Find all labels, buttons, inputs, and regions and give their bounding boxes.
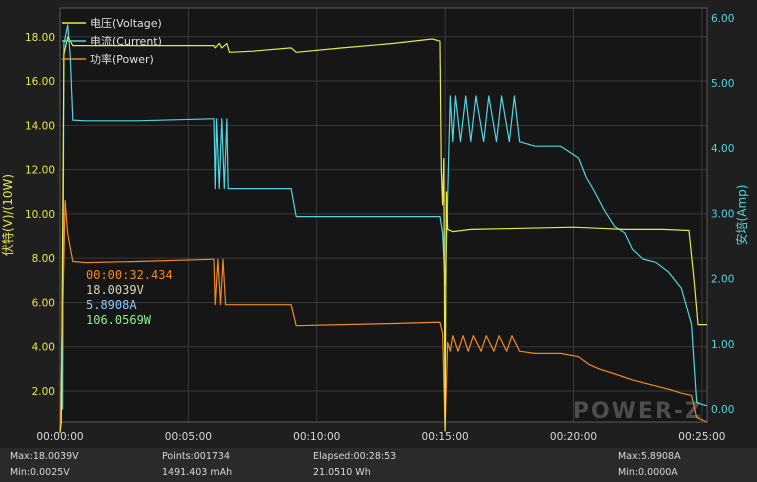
x-tick-label: 00:20:00 (550, 431, 597, 443)
capacity: 1491.403 mAh (162, 467, 233, 478)
series-line-power (59, 200, 708, 434)
right-tick-label: 0.00 (711, 404, 734, 416)
right-tick-label: 4.00 (711, 143, 734, 155)
legend-label: 电压(Voltage) (90, 17, 162, 30)
series-line-current (60, 24, 708, 410)
elapsed-time: Elapsed:00:28:53 (313, 451, 397, 462)
readout-time: 00:00:32.434 (86, 268, 173, 282)
readout-voltage: 18.0039V (86, 283, 144, 297)
left-tick-label: 4.00 (32, 342, 55, 354)
max-voltage: Max:18.0039V (10, 451, 79, 462)
stats-footer: Max:18.0039V Min:0.0025V Points:001734 1… (0, 448, 757, 482)
min-voltage: Min:0.0025V (10, 467, 70, 478)
x-tick-label: 00:10:00 (293, 431, 340, 443)
right-tick-label: 5.00 (711, 78, 734, 90)
energy: 21.0510 Wh (313, 467, 371, 478)
left-tick-label: 2.00 (32, 386, 55, 398)
left-tick-label: 12.00 (25, 165, 55, 177)
right-tick-label: 1.00 (711, 339, 734, 351)
legend-label: 电流(Current) (90, 34, 162, 48)
max-current: Max:5.8908A (618, 451, 681, 462)
plot-border (59, 7, 708, 423)
chart-canvas: 00:00:00 00:05:00 00:10:00 00:15:00 00:20:00… (0, 7, 749, 443)
right-tick-label: 6.00 (711, 13, 734, 25)
series-line-voltage (59, 36, 707, 434)
min-current: Min:0.0000A (618, 467, 678, 478)
left-tick-label: 8.00 (32, 253, 55, 265)
right-tick-label: 3.00 (711, 208, 734, 220)
right-tick-label: 2.00 (711, 274, 734, 286)
left-tick-label: 10.00 (25, 209, 55, 221)
right-axis-title: 安培(Amp) (734, 185, 749, 246)
left-tick-label: 18.00 (25, 32, 55, 44)
x-tick-label: 00:15:00 (422, 431, 469, 443)
plot-area (60, 8, 707, 422)
readout-power: 106.0569W (86, 313, 152, 327)
left-tick-label: 6.00 (32, 297, 55, 309)
left-axis-title: 伏特(V)/(10W) (0, 174, 15, 256)
left-tick-label: 16.00 (25, 76, 55, 88)
x-tick-label: 00:00:00 (36, 431, 83, 443)
left-tick-label: 14.00 (25, 120, 55, 132)
x-tick-label: 00:05:00 (165, 431, 212, 443)
readout-current: 5.8908A (86, 298, 137, 312)
legend-label: 功率(Power) (90, 52, 154, 66)
watermark-logo: POWER-Z (573, 399, 703, 424)
x-tick-label: 00:25:00 (678, 431, 725, 443)
points-count: Points:001734 (162, 451, 231, 462)
